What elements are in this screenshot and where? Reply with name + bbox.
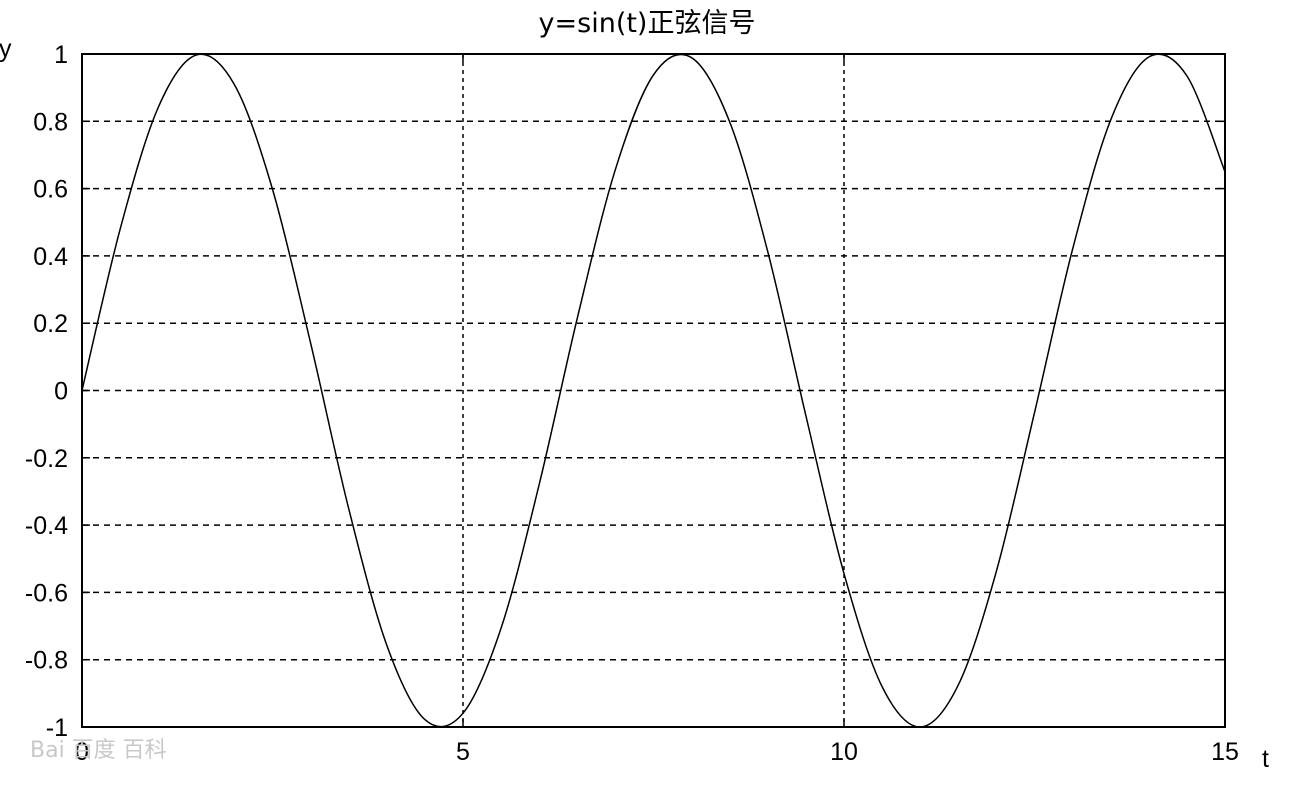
x-tick-label: 0 — [75, 738, 89, 766]
y-tick-label: -0.8 — [25, 647, 68, 675]
x-tick-label: 5 — [456, 738, 470, 766]
x-tick-label: 15 — [1211, 738, 1239, 766]
x-tick-label: 10 — [830, 738, 858, 766]
y-tick-label: 1 — [54, 41, 68, 69]
y-tick-label: 0.8 — [33, 108, 68, 136]
chart-title: y=sin(t)正弦信号 — [539, 8, 756, 39]
grid — [82, 54, 1225, 727]
y-tick-label: 0.4 — [33, 243, 68, 271]
y-axis-ticks: 1 0.8 0.6 0.4 0.2 0 -0.2 -0.4 -0.6 -0.8 -1 — [25, 41, 1225, 742]
y-tick-label: -0.6 — [25, 579, 68, 607]
y-tick-label: 0 — [54, 378, 68, 406]
y-axis-label: y — [0, 35, 12, 63]
watermark: Bai 百度 百科 — [30, 738, 167, 763]
x-axis-ticks: 0 5 10 15 — [75, 54, 1239, 766]
y-tick-label: -0.4 — [25, 512, 68, 540]
series-line — [81, 53, 1226, 728]
y-tick-label: 0.2 — [33, 310, 68, 338]
y-tick-label: -1 — [46, 714, 68, 742]
y-tick-label: 0.6 — [33, 176, 68, 204]
y-tick-label: -0.2 — [25, 445, 68, 473]
x-axis-label: t — [1262, 745, 1269, 773]
